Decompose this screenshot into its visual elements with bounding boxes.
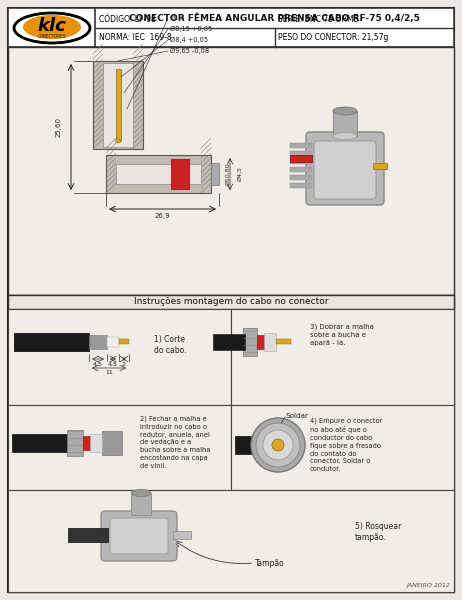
Ellipse shape: [263, 430, 293, 460]
FancyBboxPatch shape: [306, 132, 384, 205]
Bar: [171, 159, 189, 189]
Bar: [103, 63, 133, 147]
Bar: [373, 163, 387, 169]
Ellipse shape: [23, 15, 81, 39]
Text: 2) Fechar a malha e
introduzir no cabo o
redutor, anuela, anel
de vedação e a
bu: 2) Fechar a malha e introduzir no cabo o…: [140, 415, 210, 469]
Text: Ø4,5: Ø4,5: [237, 167, 242, 181]
Text: 3) Dobrar a malha
sobre a bucha e
aparã - la.: 3) Dobrar a malha sobre a bucha e aparã …: [310, 324, 374, 346]
Bar: [333, 111, 357, 136]
Text: 4,5: 4,5: [108, 361, 118, 367]
Bar: [8, 47, 454, 295]
Bar: [107, 337, 119, 347]
Text: 1) Corte
do cabo.: 1) Corte do cabo.: [154, 335, 186, 355]
Text: 25,60: 25,60: [56, 117, 62, 137]
FancyBboxPatch shape: [314, 141, 376, 199]
Text: Ø9,65 -0,08: Ø9,65 -0,08: [170, 48, 209, 54]
Text: NORMA: IEC  169-8: NORMA: IEC 169-8: [99, 33, 171, 42]
Ellipse shape: [251, 418, 305, 472]
Bar: [106, 155, 211, 193]
Bar: [276, 339, 291, 344]
Bar: [8, 490, 454, 592]
Text: Ø10,80: Ø10,80: [225, 163, 230, 185]
Ellipse shape: [14, 13, 90, 43]
Bar: [290, 167, 312, 172]
Bar: [8, 295, 454, 309]
Text: Ø8,15 +0,05: Ø8,15 +0,05: [170, 26, 212, 32]
Bar: [102, 431, 122, 455]
FancyBboxPatch shape: [101, 511, 177, 561]
Bar: [14, 333, 89, 351]
Bar: [67, 430, 83, 456]
Bar: [264, 333, 276, 351]
Text: 26,9: 26,9: [155, 213, 170, 219]
Bar: [290, 143, 312, 148]
Ellipse shape: [116, 139, 121, 143]
Text: 2: 2: [122, 361, 126, 367]
Bar: [8, 295, 454, 592]
Bar: [231, 405, 454, 490]
Bar: [68, 528, 108, 542]
Text: CONECTOR FÊMEA ANGULAR PRENSA CABO RF-75 0,4/2,5: CONECTOR FÊMEA ANGULAR PRENSA CABO RF-75…: [129, 13, 420, 22]
Text: Tampão: Tampão: [255, 559, 285, 569]
Bar: [90, 434, 102, 452]
Text: SÉRIE: BNC 75 OHMS: SÉRIE: BNC 75 OHMS: [279, 15, 359, 24]
Text: 4,5: 4,5: [93, 361, 103, 367]
Text: CONECTORES: CONECTORES: [37, 34, 67, 38]
FancyBboxPatch shape: [110, 518, 168, 554]
Bar: [290, 151, 312, 156]
Bar: [290, 159, 312, 164]
Bar: [131, 493, 151, 515]
Bar: [116, 69, 121, 141]
Bar: [243, 328, 257, 356]
Ellipse shape: [333, 133, 357, 139]
Bar: [8, 405, 231, 490]
Ellipse shape: [256, 423, 300, 467]
Bar: [231, 309, 454, 405]
Bar: [116, 164, 201, 184]
Text: Soldar: Soldar: [285, 413, 308, 419]
Bar: [235, 436, 260, 454]
Bar: [8, 8, 454, 47]
Text: Instruções montagem do cabo no conector: Instruções montagem do cabo no conector: [134, 298, 328, 307]
Text: Ø1,4: Ø1,4: [170, 15, 186, 21]
Bar: [119, 339, 129, 344]
Bar: [213, 334, 245, 350]
Bar: [83, 436, 90, 450]
Text: JANEIRO 2012: JANEIRO 2012: [406, 583, 450, 588]
Bar: [211, 163, 219, 185]
Text: 5) Rosquear
tampão.: 5) Rosquear tampão.: [355, 521, 401, 542]
Ellipse shape: [131, 490, 151, 497]
Text: 11: 11: [105, 370, 113, 374]
Text: CÓDIGO: LF-98: CÓDIGO: LF-98: [99, 15, 156, 24]
Text: Ø8,4 +0,05: Ø8,4 +0,05: [170, 37, 208, 43]
Bar: [173, 531, 191, 539]
Bar: [257, 335, 264, 349]
Bar: [89, 335, 107, 349]
Bar: [290, 175, 312, 180]
Bar: [12, 434, 67, 452]
Ellipse shape: [272, 439, 284, 451]
Bar: [93, 61, 143, 149]
Bar: [290, 155, 312, 162]
Ellipse shape: [333, 107, 357, 115]
Bar: [8, 309, 231, 405]
Text: klc: klc: [37, 17, 67, 35]
Text: PESO DO CONECTOR: 21,57g: PESO DO CONECTOR: 21,57g: [279, 33, 389, 42]
Bar: [290, 183, 312, 188]
Text: 4) Empure o conector
no abo até que o
conductor do cabo
fique sobre a fresado
do: 4) Empure o conector no abo até que o co…: [310, 418, 383, 472]
